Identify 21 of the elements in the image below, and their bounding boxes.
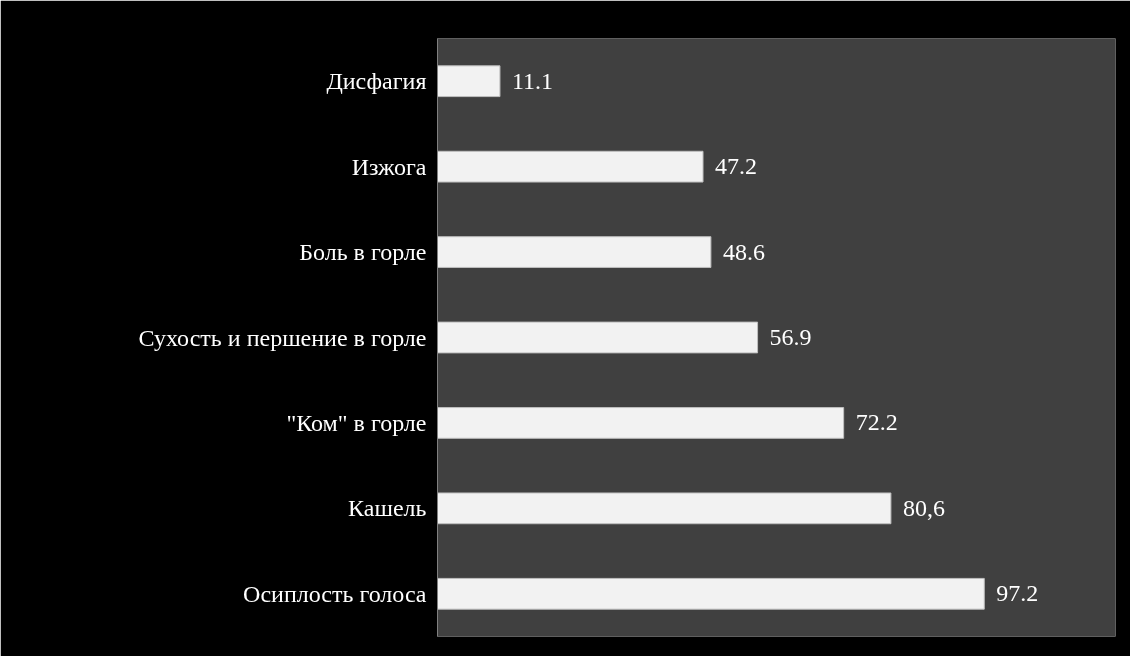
bar [437,65,501,98]
data-label: 56.9 [769,324,812,350]
bar [437,150,704,183]
data-label: 47.2 [715,153,758,180]
bar [437,492,892,525]
data-label: 48.6 [722,238,765,265]
data-label: 97.2 [996,580,1039,607]
y-tick-label: Кашель [348,495,427,522]
y-tick-label: Дисфагия [326,68,427,95]
y-tick-label: "Ком" в горле [286,409,427,436]
data-label: 72.2 [855,409,898,436]
y-tick-label: Боль в горле [299,239,427,266]
y-tick-label: Осиплость голоса [243,580,427,607]
bar [437,577,985,610]
bar [437,321,759,354]
y-tick-label: Изжога [351,153,427,180]
bar [437,236,712,268]
data-label: 80,6 [902,494,945,521]
bar [437,407,845,439]
data-label: 11.1 [511,67,554,94]
y-tick-label: Сухость и першение в горле [138,324,427,351]
